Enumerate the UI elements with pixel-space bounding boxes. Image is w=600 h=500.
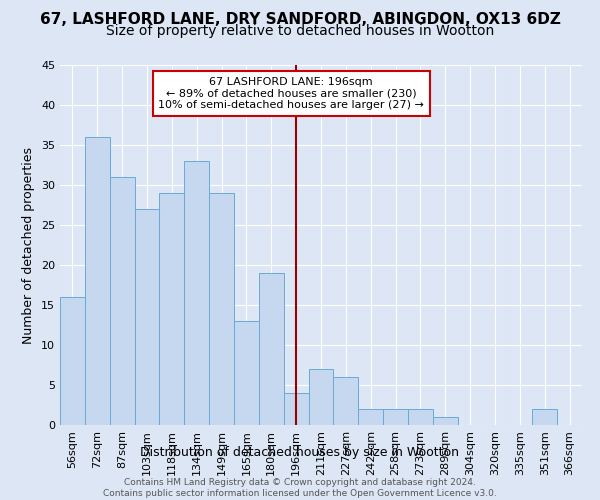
Text: Contains HM Land Registry data © Crown copyright and database right 2024.
Contai: Contains HM Land Registry data © Crown c… xyxy=(103,478,497,498)
Bar xyxy=(408,409,433,425)
Bar xyxy=(60,297,85,425)
Bar xyxy=(433,417,458,425)
Text: Distribution of detached houses by size in Wootton: Distribution of detached houses by size … xyxy=(140,446,460,459)
Bar xyxy=(358,409,383,425)
Text: Size of property relative to detached houses in Wootton: Size of property relative to detached ho… xyxy=(106,24,494,38)
Bar xyxy=(209,193,234,425)
Bar xyxy=(284,393,308,425)
Bar xyxy=(532,409,557,425)
Bar xyxy=(334,377,358,425)
Bar xyxy=(234,321,259,425)
Y-axis label: Number of detached properties: Number of detached properties xyxy=(22,146,35,344)
Bar xyxy=(85,137,110,425)
Bar xyxy=(383,409,408,425)
Bar xyxy=(110,177,134,425)
Bar xyxy=(259,273,284,425)
Bar xyxy=(308,369,334,425)
Text: 67, LASHFORD LANE, DRY SANDFORD, ABINGDON, OX13 6DZ: 67, LASHFORD LANE, DRY SANDFORD, ABINGDO… xyxy=(40,12,560,28)
Bar xyxy=(134,209,160,425)
Bar xyxy=(160,193,184,425)
Bar xyxy=(184,161,209,425)
Text: 67 LASHFORD LANE: 196sqm
← 89% of detached houses are smaller (230)
10% of semi-: 67 LASHFORD LANE: 196sqm ← 89% of detach… xyxy=(158,77,424,110)
